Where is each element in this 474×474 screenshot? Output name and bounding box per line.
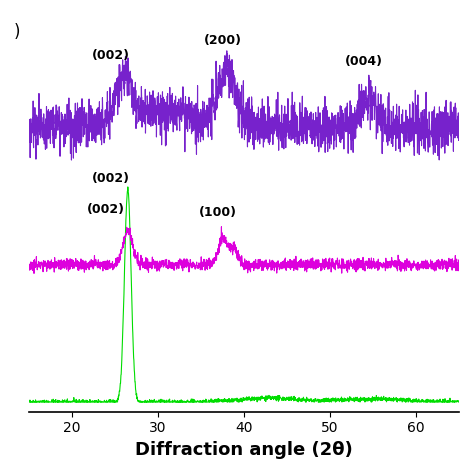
Text: (200): (200): [203, 34, 241, 47]
Text: (002): (002): [91, 48, 129, 62]
Text: (002): (002): [91, 172, 129, 185]
Text: (100): (100): [199, 206, 237, 219]
Text: ): ): [14, 23, 20, 41]
Text: (004): (004): [346, 55, 383, 68]
Text: (002): (002): [87, 203, 125, 216]
X-axis label: Diffraction angle (2θ): Diffraction angle (2θ): [135, 441, 353, 459]
